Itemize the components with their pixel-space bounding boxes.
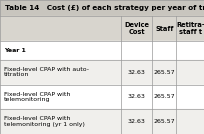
Text: Retitra-
staff t: Retitra- staff t [176, 22, 204, 35]
Bar [0, 85, 204, 109]
Text: 265.57: 265.57 [153, 70, 175, 75]
Bar [0, 0, 204, 16]
Text: 32.63: 32.63 [128, 70, 146, 75]
Text: Table 14   Cost (£) of each strategy per year of treatment: Table 14 Cost (£) of each strategy per y… [5, 5, 204, 11]
Bar [0, 109, 204, 134]
Bar [0, 60, 204, 85]
Bar [0, 41, 204, 60]
Text: Fixed-level CPAP with auto-
titration: Fixed-level CPAP with auto- titration [4, 67, 89, 77]
Text: Fixed-level CPAP with
telemonitoring: Fixed-level CPAP with telemonitoring [4, 92, 70, 102]
Text: Fixed-level CPAP with
telemonitoring (yr 1 only): Fixed-level CPAP with telemonitoring (yr… [4, 116, 84, 127]
Bar [0, 16, 204, 41]
Text: 32.63: 32.63 [128, 94, 146, 99]
Text: Device
Cost: Device Cost [124, 22, 149, 35]
Text: 265.57: 265.57 [153, 94, 175, 99]
Text: Staff: Staff [155, 26, 173, 32]
Text: Year 1: Year 1 [4, 48, 26, 53]
Text: 32.63: 32.63 [128, 119, 146, 124]
Text: 265.57: 265.57 [153, 119, 175, 124]
